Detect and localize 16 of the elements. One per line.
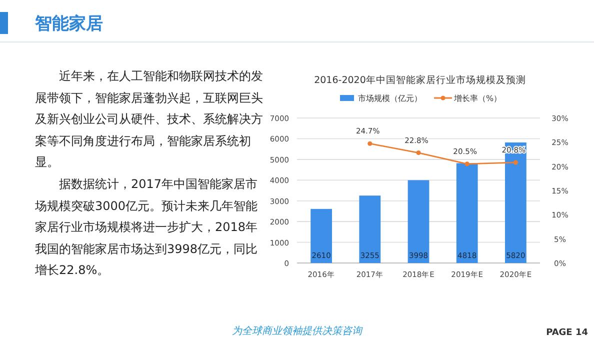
legend-label: 增长率（%） bbox=[453, 94, 502, 103]
point bbox=[513, 160, 518, 165]
text: 据数据统计，2017年中国智能家居市场规模突破3000亿元。预计未来几年智能家居行业市场规模将进一步扩大，2018年我国的智能家居市场达到3998亿元，同比增长22.8%。 bbox=[35, 176, 259, 279]
text: 为全球商业领袖提供决策咨询 bbox=[232, 325, 363, 337]
text: 智能家居 bbox=[34, 14, 103, 34]
legend-label: 市场规模（亿元） bbox=[358, 94, 422, 103]
bar bbox=[310, 208, 332, 263]
bar bbox=[408, 180, 430, 263]
bar bbox=[456, 163, 478, 263]
point bbox=[368, 141, 372, 146]
chart-title: 2016-2020年中国智能家居行业市场规模及预测 bbox=[314, 74, 526, 86]
text: PAGE 14 bbox=[546, 328, 588, 338]
point bbox=[464, 162, 470, 166]
text: 近年来，在人工智能和物联网技术的发展带领下，智能家居蓬勃兴起，互联网巨头及新兴创业公司从硬件、技术、系统解决方案等不同角度进行布局，智能家居系统初显。 bbox=[35, 68, 263, 171]
bar bbox=[359, 196, 381, 263]
point bbox=[416, 150, 421, 156]
